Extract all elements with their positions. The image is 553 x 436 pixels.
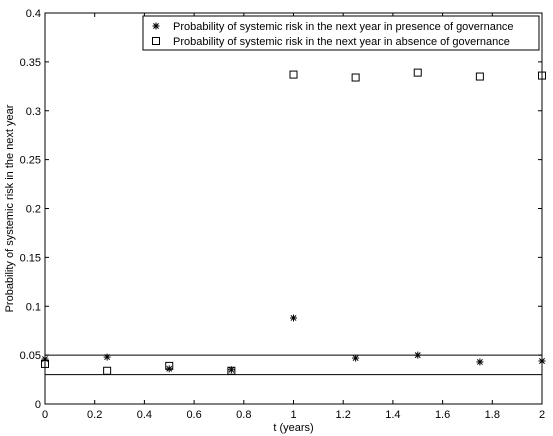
data-point-asterisk (352, 354, 360, 362)
y-tick-label: 0.4 (26, 8, 41, 20)
data-point-asterisk (165, 365, 173, 373)
legend-label: Probability of systemic risk in the next… (173, 21, 514, 33)
x-tick-label: 1.6 (435, 409, 450, 421)
legend-marker-asterisk (152, 22, 160, 30)
x-tick-label: 1.4 (385, 409, 400, 421)
x-tick-label: 1 (290, 409, 296, 421)
y-tick-label: 0.35 (20, 57, 41, 69)
data-point-asterisk (103, 353, 111, 361)
legend-label: Probability of systemic risk in the next… (173, 36, 510, 48)
x-tick-label: 0 (42, 409, 48, 421)
data-point-square (413, 68, 422, 77)
legend-box (142, 15, 540, 51)
data-point-asterisk (41, 355, 49, 363)
plot-area (44, 12, 543, 405)
x-tick-label: 1.2 (336, 409, 351, 421)
data-point-square (41, 359, 49, 368)
data-point-square (475, 72, 484, 81)
data-point-asterisk (290, 314, 297, 322)
y-tick-label: 0.3 (26, 106, 41, 118)
data-point-asterisk (476, 358, 484, 366)
x-tick-label: 0.6 (186, 409, 201, 421)
data-point-asterisk (414, 351, 422, 359)
y-tick-label: 0.1 (26, 301, 41, 313)
x-tick-label: 0.8 (236, 409, 251, 421)
x-tick-label: 2 (539, 409, 545, 421)
y-axis-label: Probability of systemic risk in the next… (4, 104, 16, 312)
data-point-square (227, 366, 236, 375)
y-tick-label: 0.25 (20, 155, 41, 167)
data-point-square (289, 70, 298, 79)
x-tick-label: 0.2 (87, 409, 102, 421)
data-point-square (538, 71, 546, 80)
y-tick-label: 0 (35, 399, 41, 411)
data-point-square (103, 366, 112, 375)
data-point-asterisk (538, 357, 546, 365)
data-point-square (165, 361, 174, 370)
y-tick-label: 0.15 (20, 252, 41, 264)
y-tick-label: 0.05 (20, 350, 41, 362)
y-tick-label: 0.2 (26, 204, 41, 216)
x-tick-label: 1.8 (485, 409, 500, 421)
data-point-asterisk (227, 366, 235, 374)
x-axis-label: t (years) (273, 422, 313, 434)
x-tick-label: 0.4 (137, 409, 152, 421)
legend-marker-square (152, 37, 160, 45)
data-point-square (351, 73, 360, 82)
